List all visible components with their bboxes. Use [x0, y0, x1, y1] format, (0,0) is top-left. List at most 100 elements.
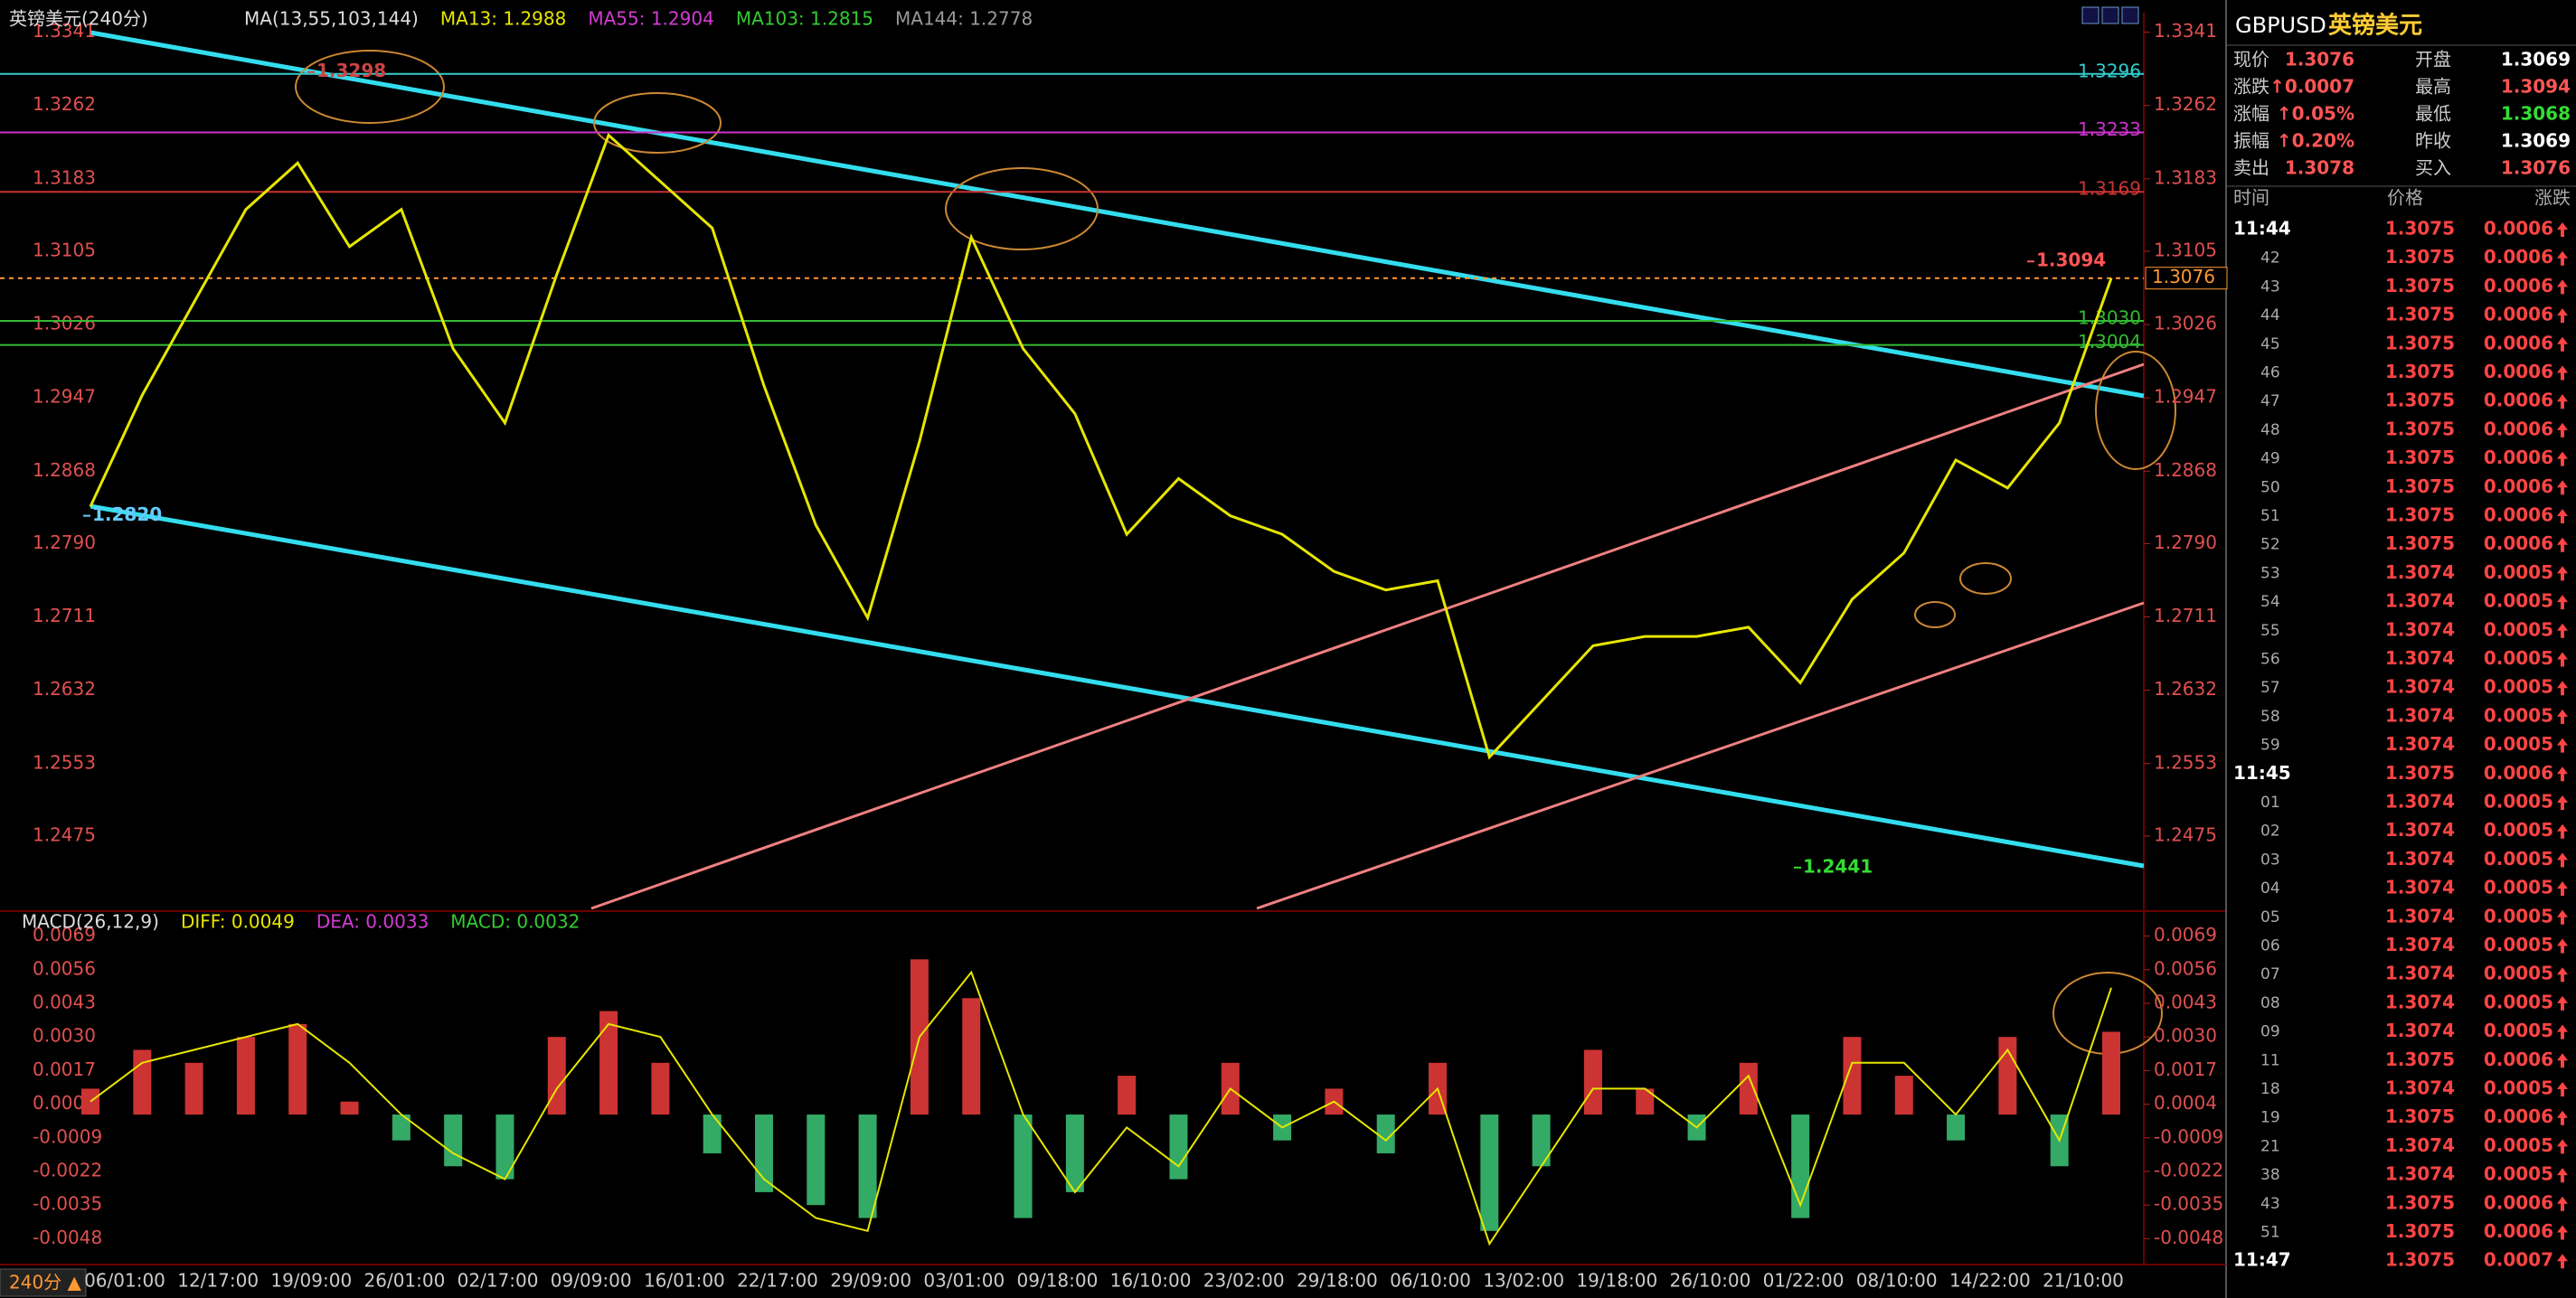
tick-change: 0.0006	[2484, 762, 2553, 784]
ellipse	[1959, 562, 2012, 595]
tick-time: 01	[2260, 794, 2280, 812]
tick-time: 47	[2260, 392, 2280, 410]
up-arrow	[2557, 1254, 2568, 1269]
up-arrow	[2557, 222, 2568, 237]
macd-bar	[288, 1023, 307, 1115]
y-tick-label: -0.0022	[2154, 1159, 2223, 1180]
period-tab-label[interactable]: 240分 ▲	[9, 1272, 82, 1293]
y-tick-label: 0.0017	[33, 1058, 96, 1080]
quote-label: 最高	[2415, 76, 2451, 98]
tick-change: 0.0005	[2484, 647, 2553, 669]
tick-time: 21	[2260, 1137, 2280, 1155]
tick-time: 18	[2260, 1080, 2280, 1098]
level-label: 1.3169	[2078, 178, 2141, 200]
tick-change: 0.0005	[2484, 963, 2553, 984]
up-arrow	[2557, 938, 2568, 954]
tick-time: 11:44	[2233, 218, 2291, 240]
tick-price: 1.3075	[2385, 218, 2455, 240]
tick-time: 05	[2260, 908, 2280, 926]
macd-bar	[1065, 1115, 1084, 1192]
up-arrow	[2557, 767, 2568, 782]
y-tick-label: -0.0035	[33, 1193, 102, 1215]
annotation-label: 1.3094	[2036, 249, 2106, 271]
tick-price: 1.3074	[2385, 1020, 2455, 1041]
macd-bar	[184, 1062, 203, 1115]
tick-change: 0.0006	[2484, 218, 2553, 240]
y-tick-label: 0.0030	[33, 1025, 96, 1047]
tick-change: 0.0005	[2484, 676, 2553, 698]
ellipse	[2095, 351, 2176, 470]
macd-bar	[599, 1011, 618, 1115]
tick-change: 0.0006	[2484, 475, 2553, 497]
tick-price: 1.3074	[2385, 848, 2455, 870]
tick-price: 1.3074	[2385, 905, 2455, 926]
up-arrow	[2557, 595, 2568, 610]
macd-bar	[1843, 1037, 1862, 1115]
macd-bar	[444, 1115, 463, 1167]
y-tick-label: 0.0043	[2154, 991, 2217, 1012]
legend-entry: MA55: 1.2904	[588, 8, 713, 30]
y-tick-label: 0.0004	[2154, 1092, 2217, 1114]
tick-change: 0.0005	[2484, 819, 2553, 841]
tick-header: 价格	[2387, 187, 2423, 209]
tick-price: 1.3074	[2385, 819, 2455, 841]
period-tab[interactable]	[0, 1268, 87, 1297]
window-button[interactable]	[2101, 6, 2119, 24]
tick-price: 1.3075	[2385, 447, 2455, 468]
legend-entry: DIFF: 0.0049	[181, 911, 295, 933]
y-tick-label: 1.3262	[33, 93, 96, 115]
up-arrow	[2557, 1024, 2568, 1039]
tick-price: 1.3074	[2385, 704, 2455, 726]
y-tick-label: 1.3026	[2154, 313, 2217, 334]
up-arrow	[2557, 250, 2568, 266]
tick-time: 38	[2260, 1166, 2280, 1184]
quote-label: 涨幅	[2233, 103, 2269, 125]
up-arrow	[2557, 336, 2568, 352]
window-button[interactable]	[2081, 6, 2099, 24]
y-tick-label: -0.0022	[33, 1159, 102, 1180]
tick-price: 1.3075	[2385, 762, 2455, 784]
tick-change: 0.0005	[2484, 1134, 2553, 1156]
quote-label: 昨收	[2415, 130, 2451, 152]
up-arrow	[2557, 652, 2568, 667]
annotation-label: 1.3298	[316, 60, 386, 81]
tick-price: 1.3075	[2385, 304, 2455, 325]
tick-price: 1.3075	[2385, 1191, 2455, 1213]
macd-bar	[2102, 1031, 2120, 1115]
macd-bar	[1014, 1115, 1033, 1218]
tick-price: 1.3074	[2385, 590, 2455, 612]
quote-value: 1.3068	[2501, 103, 2571, 125]
up-arrow	[2557, 881, 2568, 897]
tick-time: 44	[2260, 306, 2280, 324]
tick-change: 0.0006	[2484, 275, 2553, 296]
macd-bar	[1169, 1115, 1188, 1180]
quote-label: 买入	[2415, 157, 2451, 179]
tick-time: 07	[2260, 965, 2280, 983]
x-tick-label: 06/10:00	[1390, 1270, 1471, 1292]
tick-time: 49	[2260, 450, 2280, 468]
macd-bar	[1894, 1076, 1913, 1115]
tick-price: 1.3074	[2385, 1134, 2455, 1156]
tick-time: 09	[2260, 1023, 2280, 1041]
trend-line	[90, 30, 2145, 399]
level-label: 1.3296	[2078, 60, 2141, 81]
tick-price: 1.3075	[2385, 275, 2455, 296]
up-arrow	[2557, 1139, 2568, 1154]
tick-header: 涨跌	[2534, 187, 2571, 209]
symbol: GBPUSD	[2235, 13, 2326, 38]
tick-change: 0.0005	[2484, 618, 2553, 640]
window-button[interactable]	[2121, 6, 2139, 24]
quote-label: 最低	[2415, 103, 2451, 125]
chart-title: MACD(26,12,9)	[22, 911, 159, 933]
macd-bar	[962, 998, 981, 1115]
quote-value: 1.3076	[2285, 49, 2354, 71]
tick-change: 0.0006	[2484, 1049, 2553, 1070]
tick-change: 0.0005	[2484, 848, 2553, 870]
tick-price: 1.3074	[2385, 877, 2455, 898]
ellipse	[295, 50, 445, 124]
tick-change: 0.0006	[2484, 361, 2553, 382]
y-tick-label: 1.3341	[33, 20, 96, 42]
macd-bar	[392, 1115, 410, 1141]
